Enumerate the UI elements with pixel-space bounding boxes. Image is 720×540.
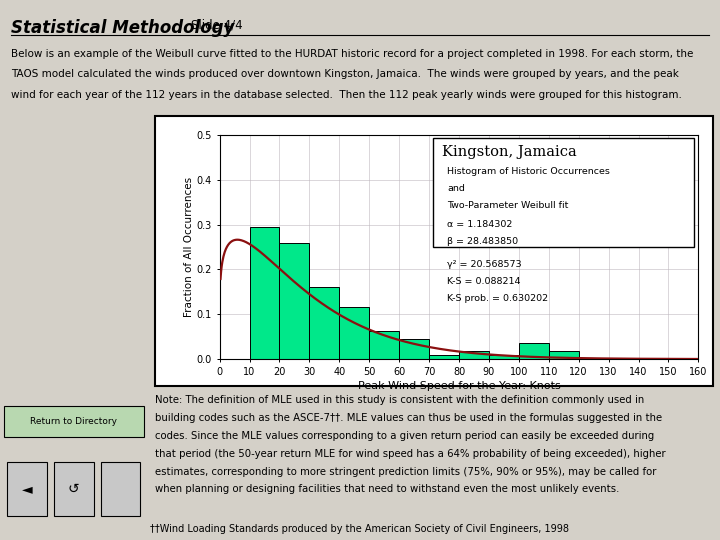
Text: α = 1.184302: α = 1.184302: [447, 220, 513, 229]
Text: and: and: [447, 184, 465, 193]
Bar: [429, 355, 459, 359]
Bar: [549, 351, 579, 359]
Text: γ² = 20.568573: γ² = 20.568573: [447, 260, 522, 269]
Bar: [399, 339, 429, 359]
Bar: [459, 351, 489, 359]
Text: Kingston, Jamaica: Kingston, Jamaica: [442, 145, 577, 159]
Text: ††Wind Loading Standards produced by the American Society of Civil Engineers, 19: ††Wind Loading Standards produced by the…: [150, 524, 570, 534]
Text: K-S prob. = 0.630202: K-S prob. = 0.630202: [447, 294, 548, 303]
Text: ↺: ↺: [68, 482, 80, 496]
Bar: [310, 287, 339, 359]
Text: building codes such as the ASCE-7††. MLE values can thus be used in the formulas: building codes such as the ASCE-7††. MLE…: [155, 413, 662, 423]
Bar: [489, 355, 519, 359]
Text: estimates, corresponding to more stringent prediction limits (75%, 90% or 95%), : estimates, corresponding to more stringe…: [155, 467, 656, 477]
Text: codes. Since the MLE values corresponding to a given return period can easily be: codes. Since the MLE values correspondin…: [155, 431, 654, 441]
Text: that period (the 50-year return MLE for wind speed has a 64% probability of bein: that period (the 50-year return MLE for …: [155, 449, 665, 459]
Bar: [519, 343, 549, 359]
Bar: [369, 331, 399, 359]
Text: wind for each year of the 112 years in the database selected.  Then the 112 peak: wind for each year of the 112 years in t…: [11, 90, 682, 100]
Text: Note: The definition of MLE used in this study is consistent with the definition: Note: The definition of MLE used in this…: [155, 395, 644, 406]
Y-axis label: Fraction of All Occurrences: Fraction of All Occurrences: [184, 177, 194, 317]
Text: β = 28.483850: β = 28.483850: [447, 237, 518, 246]
Text: TAOS model calculated the winds produced over downtown Kingston, Jamaica.  The w: TAOS model calculated the winds produced…: [11, 69, 679, 79]
Text: ◄: ◄: [22, 482, 32, 496]
Text: when planning or designing facilities that need to withstand even the most unlik: when planning or designing facilities th…: [155, 484, 619, 495]
Text: Histogram of Historic Occurrences: Histogram of Historic Occurrences: [447, 167, 610, 177]
Text: Slide 4/4: Slide 4/4: [191, 19, 243, 32]
Bar: [339, 307, 369, 359]
X-axis label: Peak Wind Speed for the Year: Knots: Peak Wind Speed for the Year: Knots: [358, 381, 560, 391]
Bar: [279, 243, 310, 359]
Bar: [250, 227, 279, 359]
Text: Statistical Methodology: Statistical Methodology: [11, 19, 234, 37]
Text: Two-Parameter Weibull fit: Two-Parameter Weibull fit: [447, 201, 568, 210]
Text: Below is an example of the Weibull curve fitted to the HURDAT historic record fo: Below is an example of the Weibull curve…: [11, 49, 693, 59]
Text: K-S = 0.088214: K-S = 0.088214: [447, 278, 521, 286]
FancyBboxPatch shape: [433, 138, 693, 247]
Text: Return to Directory: Return to Directory: [30, 417, 117, 426]
